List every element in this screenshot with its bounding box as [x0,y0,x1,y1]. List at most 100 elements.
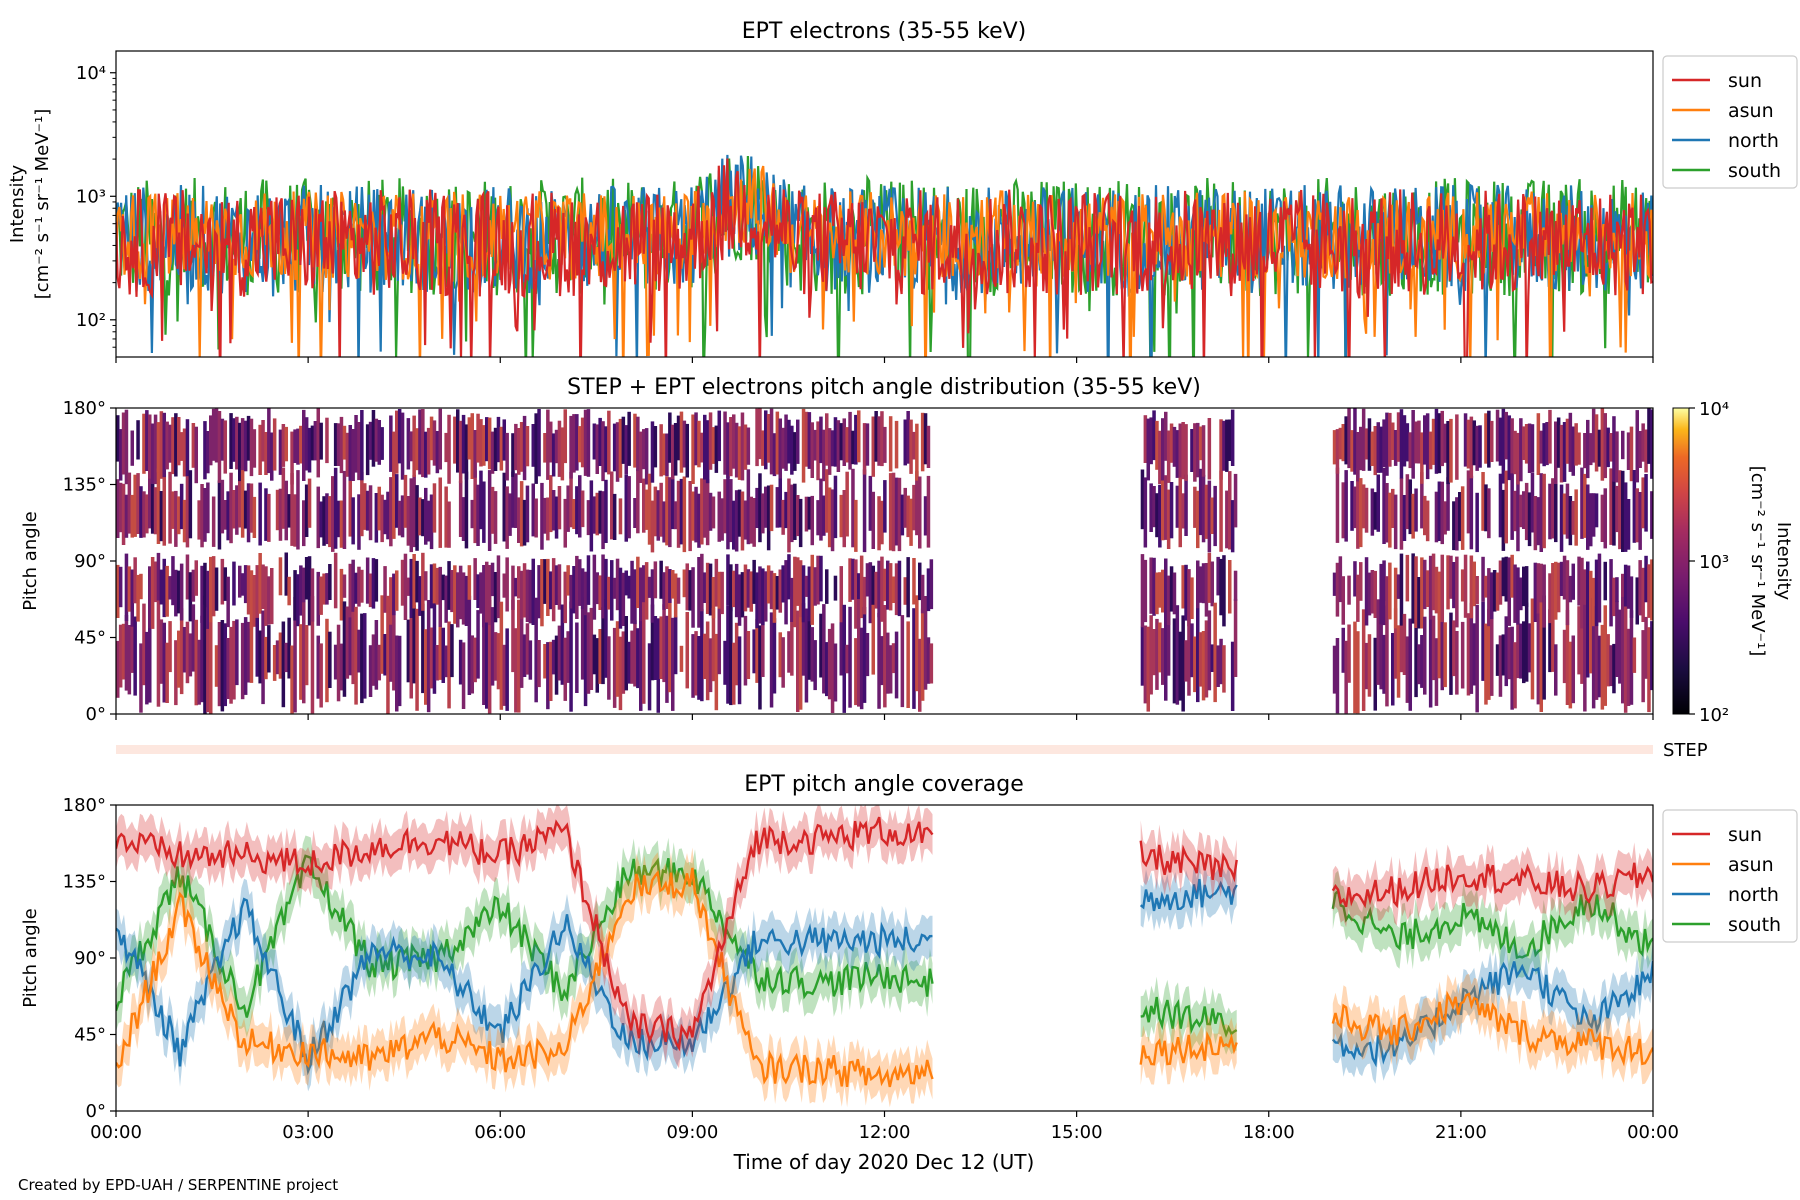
heatmap-cell [1140,554,1145,628]
heatmap-cell [740,412,745,481]
heatmap-cell [1516,432,1520,485]
heatmap-cell [331,476,335,552]
heatmap-cell [1391,422,1395,460]
heatmap-cell [130,569,135,627]
heatmap-cell [1574,489,1578,546]
heatmap-cell [458,480,463,537]
heatmap-cell [203,488,207,542]
heatmap-cell [240,622,245,700]
heatmap-cell [1152,486,1156,528]
heatmap-cell [284,426,289,462]
heatmap-cell [200,615,204,703]
heatmap-cell [121,412,126,475]
heatmap-cell [1353,621,1357,714]
heatmap-cell [897,560,902,617]
heatmap-cell [235,416,239,470]
heatmap-cell [1591,408,1596,463]
heatmap-cell [499,426,504,471]
heatmap-cell [1193,486,1197,528]
heatmap-cell [287,576,291,606]
heatmap-cell [479,419,483,467]
heatmap-cell [118,624,123,688]
heatmap-cell [793,556,797,628]
heatmap-cell [395,570,399,611]
heatmap-cell [1522,426,1526,460]
heatmap-cell [761,568,765,626]
heatmap-cell [891,472,896,552]
heatmap-cell [717,491,722,542]
heatmap-cell [1347,624,1351,683]
heatmap-cell [1641,567,1645,622]
heatmap-cell [862,423,867,475]
heatmap-cell [592,554,597,620]
heatmap-cell [601,607,605,685]
panel2-axes: 0°45°90°135°180° [63,398,1654,725]
heatmap-cell [923,596,928,690]
heatmap-cell [752,629,756,674]
heatmap-cell [1597,429,1602,467]
heatmap-cell [525,569,530,622]
heatmap-cell [923,496,928,536]
heatmap-cell [903,487,908,528]
heatmap-cell [650,604,655,681]
heatmap-cell [703,633,707,679]
panel3-series-north [116,897,933,1076]
heatmap-cell [505,432,509,481]
heatmap-cell [592,423,597,460]
heatmap-cell [830,430,835,467]
heatmap-cell [517,497,521,543]
heatmap-cell [1612,577,1616,617]
heatmap-cell [447,501,451,548]
heatmap-cell [1487,410,1491,468]
heatmap-cell [281,467,286,529]
heatmap-cell [1504,616,1509,687]
heatmap-cell [130,494,135,538]
heatmap-cell [127,566,132,612]
heatmap-cell [1146,418,1151,481]
heatmap-cell [1364,557,1369,626]
heatmap-cell [1184,640,1188,682]
heatmap-cell [1219,558,1223,616]
heatmap-cell [1356,574,1360,622]
heatmap-cell [357,629,361,673]
heatmap-cell [1437,413,1442,474]
heatmap-cell [1393,567,1398,629]
heatmap-cell [354,572,358,604]
heatmap-cell [1428,604,1433,708]
heatmap-cell [191,604,196,672]
heatmap-cell [662,501,666,543]
heatmap-cell [557,564,562,610]
heatmap-cell [1364,487,1369,533]
heatmap-cell [1423,616,1427,695]
heatmap-cell [833,475,838,539]
panel1-ytick-label: 10⁴ [76,63,106,84]
heatmap-cell [1542,423,1546,467]
heatmap-cell [1431,418,1436,465]
heatmap-cell [766,414,771,463]
heatmap-cell [787,478,791,553]
heatmap-cell [229,413,233,469]
heatmap-cell [732,570,736,608]
heatmap-cell [223,623,228,707]
heatmap-cell [1449,418,1453,483]
heatmap-cell [490,562,495,597]
heatmap-cell [1568,412,1573,472]
heatmap-cell [328,631,332,688]
heatmap-cell [200,484,204,548]
heatmap-cell [1158,430,1162,485]
heatmap-cell [560,427,565,481]
heatmap-cell [1428,431,1433,470]
heatmap-cell [156,596,161,707]
heatmap-cell [1143,625,1148,704]
heatmap-cell [444,486,448,548]
heatmap-cell [653,426,658,468]
heatmap-cell [918,638,922,712]
heatmap-cell [246,415,251,461]
heatmap-cell [659,482,663,537]
heatmap-cell [1580,557,1584,629]
panel3-plot [116,805,1653,1108]
heatmap-cell [235,619,239,686]
heatmap-cell [665,566,669,609]
heatmap-cell [438,408,443,470]
heatmap-cell [816,500,820,536]
